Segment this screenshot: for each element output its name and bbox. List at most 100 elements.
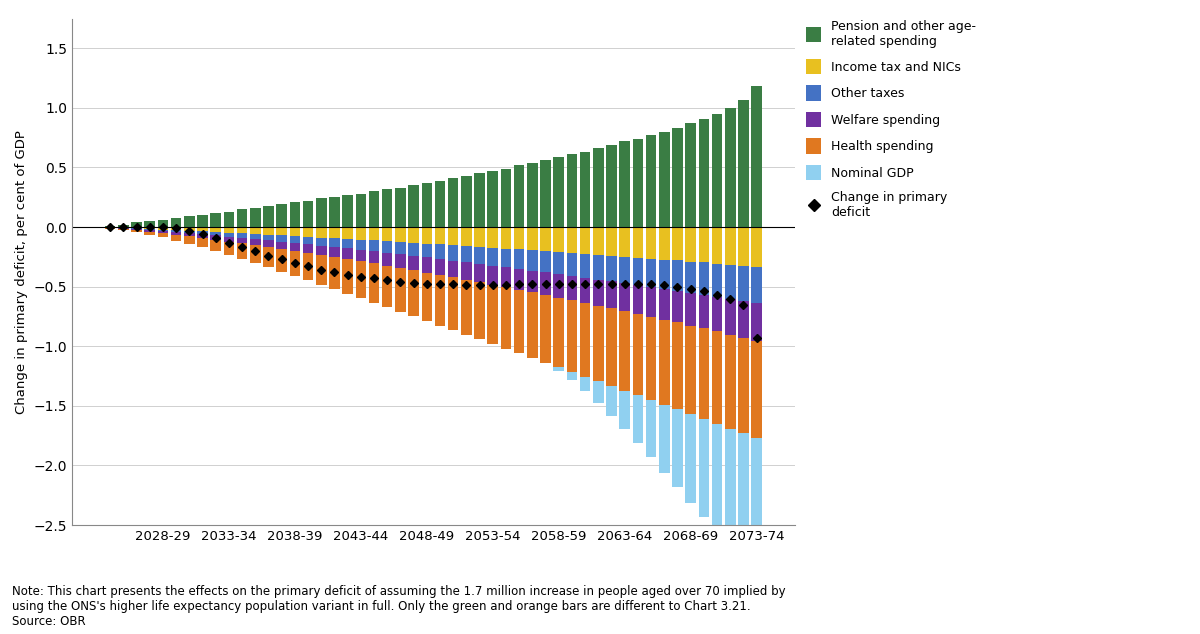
Bar: [685, 124, 696, 227]
Bar: [646, 259, 656, 287]
Bar: [712, 227, 722, 264]
Bar: [316, 255, 326, 285]
Bar: [329, 238, 340, 247]
Bar: [606, 386, 617, 416]
Bar: [382, 189, 392, 227]
Bar: [448, 245, 458, 261]
Bar: [144, 227, 155, 229]
Bar: [540, 160, 551, 227]
Bar: [276, 204, 287, 227]
Bar: [514, 249, 524, 269]
Bar: [632, 314, 643, 396]
Bar: [289, 236, 300, 243]
Bar: [355, 227, 366, 240]
Bar: [329, 247, 340, 257]
Bar: [276, 227, 287, 235]
Bar: [685, 293, 696, 325]
Bar: [395, 268, 406, 312]
Bar: [302, 244, 313, 253]
Bar: [474, 264, 485, 282]
Bar: [593, 227, 604, 255]
Bar: [316, 227, 326, 238]
Bar: [474, 247, 485, 264]
Bar: [751, 438, 762, 581]
Bar: [527, 292, 538, 358]
Bar: [316, 238, 326, 246]
Bar: [223, 236, 234, 242]
Bar: [553, 367, 564, 371]
Bar: [408, 243, 419, 256]
Bar: [184, 216, 194, 227]
Bar: [685, 415, 696, 503]
Bar: [593, 255, 604, 280]
Bar: [527, 163, 538, 227]
Bar: [382, 253, 392, 266]
Bar: [461, 176, 472, 227]
Bar: [197, 234, 208, 238]
Bar: [461, 262, 472, 280]
Bar: [184, 233, 194, 236]
Bar: [408, 185, 419, 227]
Bar: [236, 209, 247, 227]
Bar: [448, 278, 458, 330]
Bar: [487, 248, 498, 266]
Bar: [223, 227, 234, 233]
Bar: [632, 257, 643, 285]
Bar: [342, 249, 353, 259]
Legend: Pension and other age-
related spending, Income tax and NICs, Other taxes, Welfa: Pension and other age- related spending,…: [802, 15, 982, 224]
Bar: [672, 227, 683, 261]
Bar: [421, 273, 432, 321]
Bar: [606, 308, 617, 386]
Bar: [434, 244, 445, 259]
Bar: [500, 287, 511, 349]
Bar: [698, 328, 709, 419]
Bar: [368, 251, 379, 264]
Bar: [738, 100, 749, 227]
Bar: [342, 239, 353, 249]
Bar: [184, 231, 194, 233]
Bar: [276, 249, 287, 272]
Bar: [276, 235, 287, 242]
Bar: [342, 227, 353, 239]
Bar: [250, 245, 260, 263]
Bar: [725, 335, 736, 429]
Bar: [461, 280, 472, 335]
Bar: [368, 264, 379, 303]
Bar: [566, 227, 577, 253]
Bar: [725, 429, 736, 549]
Bar: [276, 242, 287, 249]
Bar: [698, 419, 709, 517]
Bar: [593, 381, 604, 403]
Bar: [421, 183, 432, 227]
Bar: [355, 194, 366, 227]
Bar: [606, 256, 617, 281]
Bar: [606, 281, 617, 308]
Bar: [157, 233, 168, 238]
Bar: [210, 235, 221, 240]
Bar: [659, 289, 670, 320]
Bar: [738, 227, 749, 266]
Bar: [342, 259, 353, 294]
Bar: [289, 202, 300, 227]
Bar: [144, 230, 155, 232]
Bar: [606, 145, 617, 227]
Bar: [487, 285, 498, 344]
Bar: [236, 243, 247, 259]
Bar: [527, 250, 538, 271]
Bar: [395, 242, 406, 254]
Bar: [580, 278, 590, 303]
Bar: [606, 227, 617, 256]
Bar: [210, 240, 221, 251]
Bar: [553, 227, 564, 252]
Bar: [725, 227, 736, 264]
Bar: [170, 235, 181, 240]
Bar: [580, 303, 590, 377]
Bar: [421, 227, 432, 243]
Bar: [474, 282, 485, 339]
Bar: [698, 119, 709, 227]
Bar: [540, 273, 551, 295]
Bar: [646, 317, 656, 400]
Bar: [553, 274, 564, 297]
Bar: [302, 201, 313, 227]
Bar: [289, 251, 300, 276]
